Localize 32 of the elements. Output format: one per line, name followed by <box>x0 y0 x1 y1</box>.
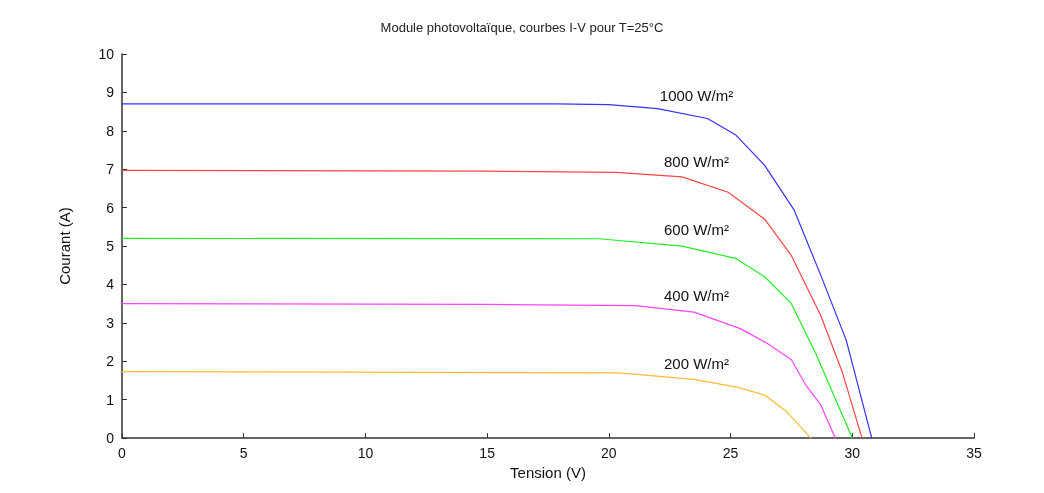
y-tick-label: 9 <box>106 84 115 101</box>
chart-title: Module photovoltaïque, courbes I-V pour T=25°C <box>380 20 664 35</box>
y-tick-label: 7 <box>106 161 115 178</box>
y-tick-label: 5 <box>106 238 115 255</box>
x-tick-label: 5 <box>239 445 248 462</box>
x-tick-label: 30 <box>844 445 861 462</box>
x-tick-label: 10 <box>357 445 374 462</box>
line-series <box>121 303 836 439</box>
y-axis-title: Courant (A) <box>56 207 73 285</box>
y-tick-label: 1 <box>106 391 115 408</box>
line-series <box>121 371 812 439</box>
series-label: 400 W/m² <box>663 286 729 304</box>
x-tick-label: 15 <box>479 445 496 462</box>
series-label: 600 W/m² <box>663 221 729 239</box>
y-tick-label: 3 <box>106 314 115 331</box>
y-tick-label: 6 <box>106 199 115 216</box>
line-series <box>121 103 873 439</box>
y-tick-label: 2 <box>106 353 115 370</box>
x-tick-label: 0 <box>118 445 127 462</box>
x-tick-label: 20 <box>601 445 617 462</box>
y-tick-label: 4 <box>106 276 115 293</box>
x-axis-title: Tension (V) <box>510 464 586 481</box>
line-series <box>121 237 853 439</box>
series-label: 800 W/m² <box>663 153 729 171</box>
x-tick-label: 25 <box>722 445 739 462</box>
y-tick-label: 8 <box>106 122 115 139</box>
x-tick-label: 35 <box>966 445 982 462</box>
line-series <box>121 169 863 439</box>
series-label: 1000 W/m² <box>659 86 734 104</box>
series-label: 200 W/m² <box>663 354 729 372</box>
y-tick-label: 10 <box>98 46 115 62</box>
y-tick-label: 0 <box>106 430 115 447</box>
